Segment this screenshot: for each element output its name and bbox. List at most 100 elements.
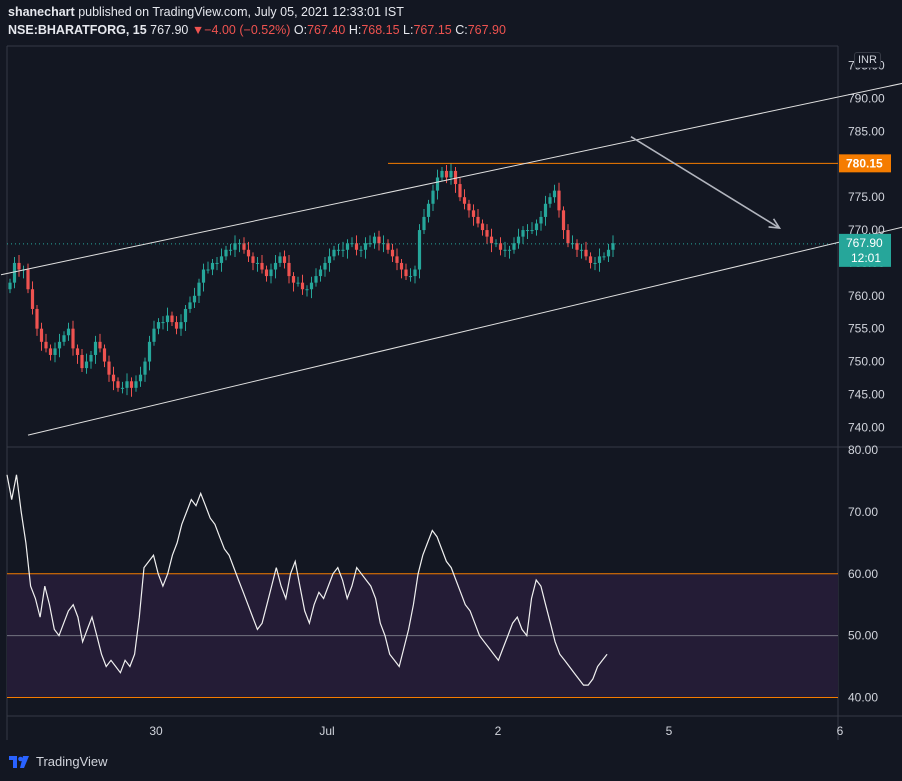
candle-body <box>156 322 161 329</box>
price-tick-label: 770.00 <box>848 223 885 237</box>
candle-body <box>287 262 291 277</box>
rsi-tick-label: 70.00 <box>848 505 878 519</box>
candle-body <box>332 249 336 257</box>
candle-body <box>183 308 188 323</box>
time-tick-label: 30 <box>149 724 163 738</box>
candle-body <box>525 230 530 232</box>
candle-body <box>48 348 53 355</box>
candle-body <box>318 269 323 277</box>
time-axis[interactable]: 30 Jul 2 5 6 <box>149 724 843 738</box>
candle-body <box>575 243 579 250</box>
candle-body <box>611 243 615 250</box>
candles <box>8 163 615 397</box>
candle-body <box>62 335 66 342</box>
candle-body <box>138 374 143 382</box>
candle-body <box>422 216 426 231</box>
candle-body <box>179 322 183 329</box>
candle-body <box>206 269 210 271</box>
candle-body <box>192 295 197 303</box>
currency-label[interactable]: INR <box>854 52 881 68</box>
candle-body <box>534 223 539 231</box>
candle-body <box>309 282 314 290</box>
price-tick-label: 740.00 <box>848 420 885 434</box>
candle-body <box>273 262 278 270</box>
candle-body <box>377 236 381 244</box>
change-down-icon: ▼ <box>191 23 205 37</box>
candle-body <box>386 243 390 250</box>
candle-body <box>579 249 584 251</box>
candle-body <box>17 262 21 270</box>
candle-body <box>602 256 606 258</box>
trend-arrow <box>630 136 780 229</box>
candle-body <box>399 262 404 270</box>
candle-body <box>12 262 17 283</box>
candle-body <box>84 361 89 369</box>
candle-body <box>228 249 233 251</box>
candle-body <box>449 170 453 178</box>
candle-body <box>107 361 111 375</box>
candle-body <box>561 210 566 231</box>
candle-body <box>30 289 35 309</box>
candle-body <box>444 170 449 178</box>
candle-body <box>224 249 228 257</box>
candle-body <box>336 249 341 251</box>
price-tick-label: 755.00 <box>848 322 885 336</box>
candle-body <box>503 249 507 251</box>
candle-body <box>305 289 309 291</box>
time-tick-label: 5 <box>666 724 673 738</box>
candle-body <box>408 276 413 278</box>
candle-body <box>521 230 525 237</box>
price-axis[interactable]: 740.00745.00750.00755.00760.00765.00770.… <box>848 59 885 435</box>
candle-body <box>341 249 345 251</box>
author-name[interactable]: shanechart <box>8 5 75 19</box>
candle-body <box>35 308 39 329</box>
candle-body <box>372 236 377 244</box>
candle-body <box>498 243 503 250</box>
candle-body <box>453 170 458 185</box>
high-label: H: <box>348 23 362 37</box>
rsi-axis: 40.00 50.00 60.00 70.00 80.00 <box>848 443 878 704</box>
candle-body <box>120 387 125 389</box>
candle-body <box>93 341 98 355</box>
candle-body <box>431 190 435 204</box>
last-price-tag <box>839 233 891 267</box>
low-value: 767.15 <box>413 23 452 37</box>
candle-body <box>44 341 48 349</box>
publish-info: shanechart published on TradingView.com,… <box>8 5 404 19</box>
rsi-tick-label: 80.00 <box>848 443 878 457</box>
candle-body <box>480 223 485 231</box>
candle-body <box>197 282 201 296</box>
candle-body <box>300 282 305 290</box>
symbol-name[interactable]: NSE:BHARATFORG, 15 <box>8 23 147 37</box>
candle-body <box>507 249 512 251</box>
rsi-pane <box>6 474 838 698</box>
channel-lower-line <box>27 226 902 436</box>
price-tick-label: 790.00 <box>848 92 885 106</box>
candle-body <box>548 197 552 204</box>
candle-body <box>417 230 422 270</box>
candle-body <box>269 269 273 277</box>
last-price-text: 767.90 <box>846 236 883 250</box>
candle-body <box>462 197 467 204</box>
candle-body <box>485 230 489 237</box>
trend-arrow-head <box>768 218 782 230</box>
candle-body <box>246 249 251 257</box>
close-label: C: <box>455 23 468 37</box>
candle-body <box>233 243 237 250</box>
candle-body <box>80 354 84 369</box>
candle-body <box>552 190 557 198</box>
high-value: 768.15 <box>361 23 400 37</box>
price-tick-label: 760.00 <box>848 289 885 303</box>
candle-body <box>170 315 174 323</box>
candle-body <box>165 315 170 323</box>
candle-body <box>201 269 206 283</box>
tradingview-logo: TradingView <box>8 754 108 769</box>
price-change: −4.00 (−0.52%) <box>204 23 291 37</box>
candle-body <box>282 256 287 263</box>
candle-body <box>426 203 431 217</box>
countdown-text: 12:01 <box>851 251 881 265</box>
candle-body <box>125 381 129 388</box>
published-text: published on TradingView.com, July 05, 2… <box>78 5 404 19</box>
candle-body <box>471 210 476 217</box>
